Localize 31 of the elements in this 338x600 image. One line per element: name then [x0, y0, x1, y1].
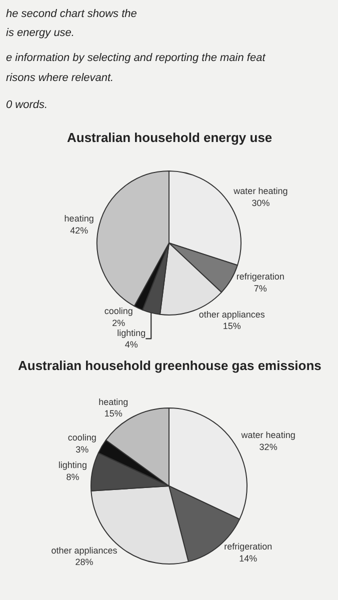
slice-label: cooling [104, 306, 133, 316]
text: is energy use. [6, 27, 74, 39]
chart-title: Australian household energy use [67, 130, 272, 145]
data-label: 3% [76, 444, 89, 454]
data-label: 15% [104, 408, 122, 419]
slice-label: water heating [232, 186, 288, 196]
data-label: 15% [222, 321, 241, 332]
slice-label: heating [64, 214, 94, 224]
data-label: 30% [252, 198, 270, 208]
data-label: 42% [70, 225, 88, 236]
slice-label: refrigeration [236, 272, 284, 282]
slice-label: lighting [58, 460, 87, 470]
data-label: 4% [124, 340, 138, 350]
data-label: 8% [66, 472, 80, 482]
data-label: 7% [254, 283, 267, 294]
slice-label: lighting [117, 328, 146, 338]
text: risons where relevant. [6, 72, 114, 84]
text: 0 words. [6, 99, 48, 111]
text: e information by selecting and reporting the main feat [6, 52, 266, 64]
slice-label: refrigeration [224, 542, 272, 552]
chart-title: Australian household greenhouse gas emissions [18, 358, 322, 373]
data-label: 28% [75, 557, 94, 568]
slice-label: other appliances [51, 545, 118, 556]
slice-label: heating [98, 397, 128, 408]
text: he second chart shows the [6, 8, 137, 20]
slice-label: other appliances [198, 310, 266, 320]
slice-label: water heating [240, 430, 296, 440]
data-label: 14% [239, 553, 258, 564]
slice-label: cooling [68, 432, 96, 443]
data-label: 2% [112, 318, 126, 328]
data-label: 32% [259, 442, 278, 452]
